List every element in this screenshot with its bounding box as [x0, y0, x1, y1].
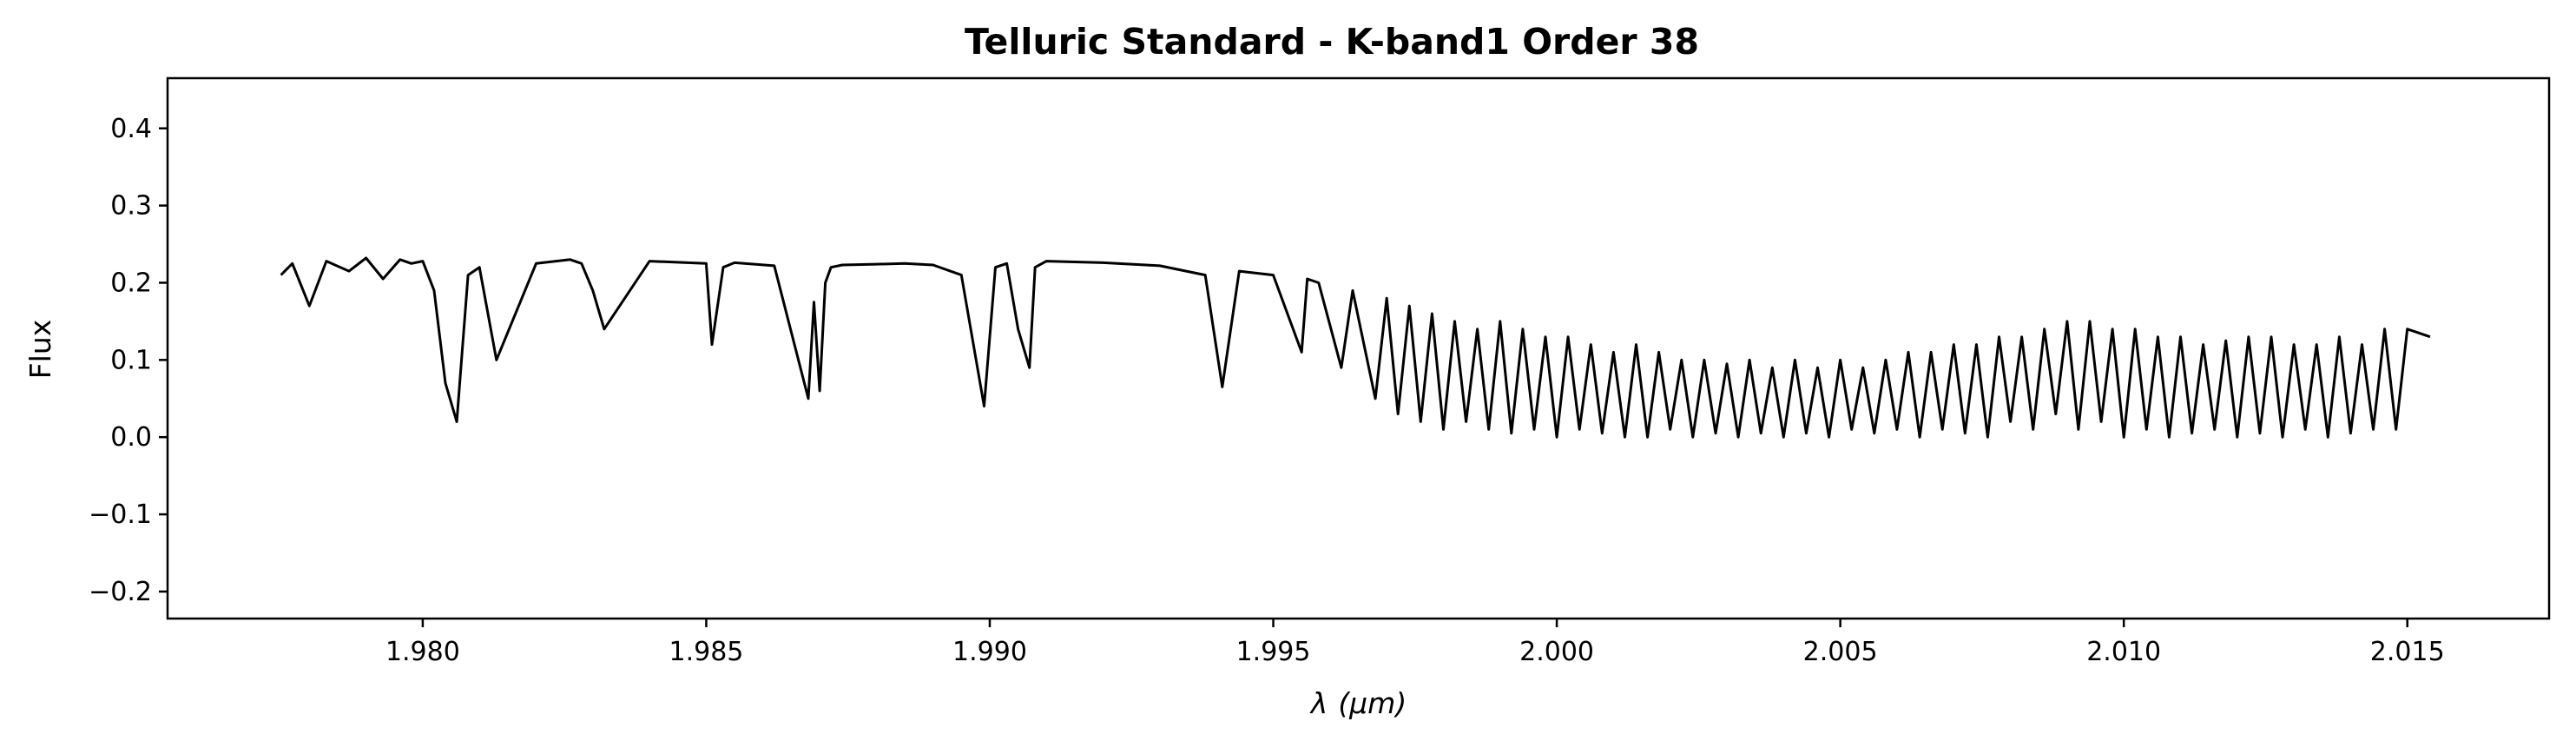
series-line — [280, 256, 2431, 439]
x-axis-label: λ (μm) — [1309, 686, 1407, 720]
y-tick-label: 0.1 — [110, 345, 152, 375]
x-tick-label: 2.005 — [1803, 637, 1878, 667]
x-tick-label: 2.015 — [2370, 637, 2445, 667]
y-tick-label: 0.0 — [110, 422, 152, 453]
x-tick-label: 1.995 — [1236, 637, 1311, 667]
y-tick-label: 0.3 — [110, 191, 152, 222]
chart-title: Telluric Standard - K-band1 Order 38 — [965, 21, 1699, 63]
x-tick-label: 2.000 — [1519, 637, 1594, 667]
x-axis-ticks: 1.980 1.985 1.990 1.995 2.000 2.005 2.010 2.015 — [385, 619, 2445, 667]
y-axis-label: Flux — [23, 320, 57, 380]
y-tick-label: 0.2 — [110, 268, 152, 298]
x-tick-label: 1.990 — [952, 637, 1027, 667]
x-axis-label-symbol: λ — [1309, 686, 1328, 720]
y-tick-label: 0.4 — [110, 114, 152, 144]
x-axis-label-unit: (μm) — [1338, 686, 1407, 720]
x-tick-label: 1.985 — [669, 637, 743, 667]
y-tick-label: −0.2 — [89, 577, 152, 607]
plot-frame — [166, 76, 2551, 620]
x-tick-label: 1.980 — [385, 637, 460, 667]
x-tick-label: 2.010 — [2086, 637, 2161, 667]
y-axis-ticks: −0.2 −0.1 0.0 0.1 0.2 0.3 0.4 — [89, 114, 168, 607]
y-tick-label: −0.1 — [89, 500, 152, 530]
